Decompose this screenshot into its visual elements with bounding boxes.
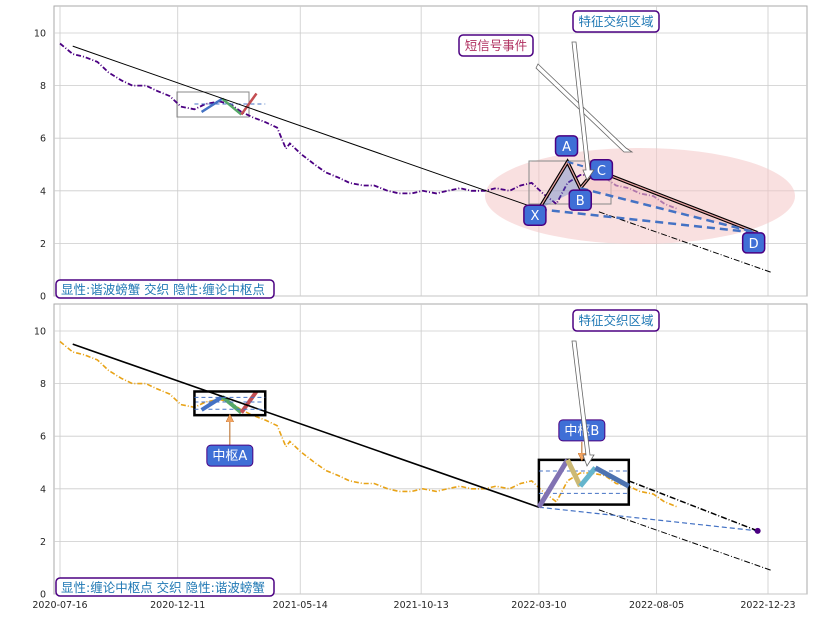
tick-labels: 0 2 4 6 8 10 0 2 4 6 8 10 2020-07-16 2020-12-11 2021-0… [32,29,795,612]
trend-line-main [72,343,540,508]
y-tick-label: 10 [34,327,46,338]
y-tick-label: 10 [34,29,46,40]
bottom-cd-projection [628,480,758,532]
harmonic-point-box [741,232,766,254]
zigzag-leg-2 [221,97,243,116]
x-tick-label: 2020-07-16 [32,600,87,611]
x-tick-label: 2022-08-05 [629,600,684,611]
harmonic-point-D: D [749,237,759,252]
harmonic-xd-dashed [538,207,758,235]
y-tick-label: 8 [40,81,46,92]
leg-xa [536,458,570,509]
zigzag-leg-1 [200,97,223,113]
harmonic-pattern [537,158,759,235]
center-boxes: 中枢A 中枢B [193,390,631,509]
feature-zone-label-top: 特征交织区域 [572,10,660,33]
top-price-line [59,42,679,211]
zigzag-leg-3 [240,92,258,116]
y-tick-label: 0 [40,292,46,303]
bottom-legend-label: 显性:缠论中枢点 交织 隐性:谐波螃蟹 [55,577,275,597]
y-tick-label: 4 [40,484,46,495]
harmonic-point-box [523,204,547,226]
y-tick-label: 6 [40,134,46,145]
top-grid [54,6,807,297]
short-signal-text: 短信号事件 [465,38,528,53]
zigzag-leg-2 [221,395,243,415]
y-tick-label: 2 [40,537,46,548]
harmonic-point-C: C [597,164,606,179]
center-label-1: 中枢B [564,424,599,439]
y-tick-label: 0 [40,590,46,601]
bottom-legend-text: 显性:缠论中枢点 交织 隐性:谐波螃蟹 [61,580,265,595]
y-tick-label: 6 [40,432,46,443]
top-legend-label: 显性:谐波螃蟹 交织 隐性:缠论中枢点 [55,279,275,299]
center-label-box [206,444,254,467]
harmonic-point-box [568,189,593,211]
leg-cd [594,465,630,489]
x-tick-label: 2022-12-23 [740,600,795,611]
top-legend-text: 显性:谐波螃蟹 交织 隐性:缠论中枢点 [61,282,265,297]
bottom-trend-lines [72,343,772,571]
feature-zone-text-bottom: 特征交织区域 [578,313,653,328]
trend-line-main [72,45,540,210]
top-panel-frame [53,5,808,297]
x-tick-label: 2021-05-14 [273,600,328,611]
feature-zone-text-top: 特征交织区域 [578,14,653,29]
bottom-price-line [59,340,679,508]
feature-zone-arrow-bottom [571,340,595,467]
trend-line-projection [598,211,772,273]
leg-bc [578,466,598,488]
bottom-panel-frame [53,303,808,595]
harmonic-point-labels: X A BC D [523,135,766,254]
harmonic-point-box [554,135,579,157]
feature-zone-arrow-top [571,41,595,181]
harmonic-triangle-xab [538,161,581,210]
y-tick-label: 2 [40,239,46,250]
x-tick-label: 2022-03-10 [511,600,566,611]
zigzag-leg-1 [200,395,224,412]
feature-zone-label-bottom: 特征交织区域 [572,309,660,332]
leg-ab [565,458,583,488]
y-tick-label: 4 [40,186,46,197]
top-price-series [59,42,679,211]
harmonic-point-B: B [576,194,585,209]
top-trend-lines [72,45,772,273]
bottom-xd-dashed [538,506,758,532]
harmonic-bd-dashed [579,186,758,235]
harmonic-point-A: A [562,140,571,155]
harmonic-point-X: X [530,209,539,224]
x-tick-label: 2021-10-13 [394,600,449,611]
trend-line-projection [598,509,772,571]
short-signal-arrow [535,63,634,153]
short-signal-label: 短信号事件 [458,34,534,57]
center-label-0: 中枢A [212,449,247,464]
x-tick-label: 2020-12-11 [150,600,205,611]
y-tick-label: 8 [40,379,46,390]
end-point-marker [754,527,761,534]
